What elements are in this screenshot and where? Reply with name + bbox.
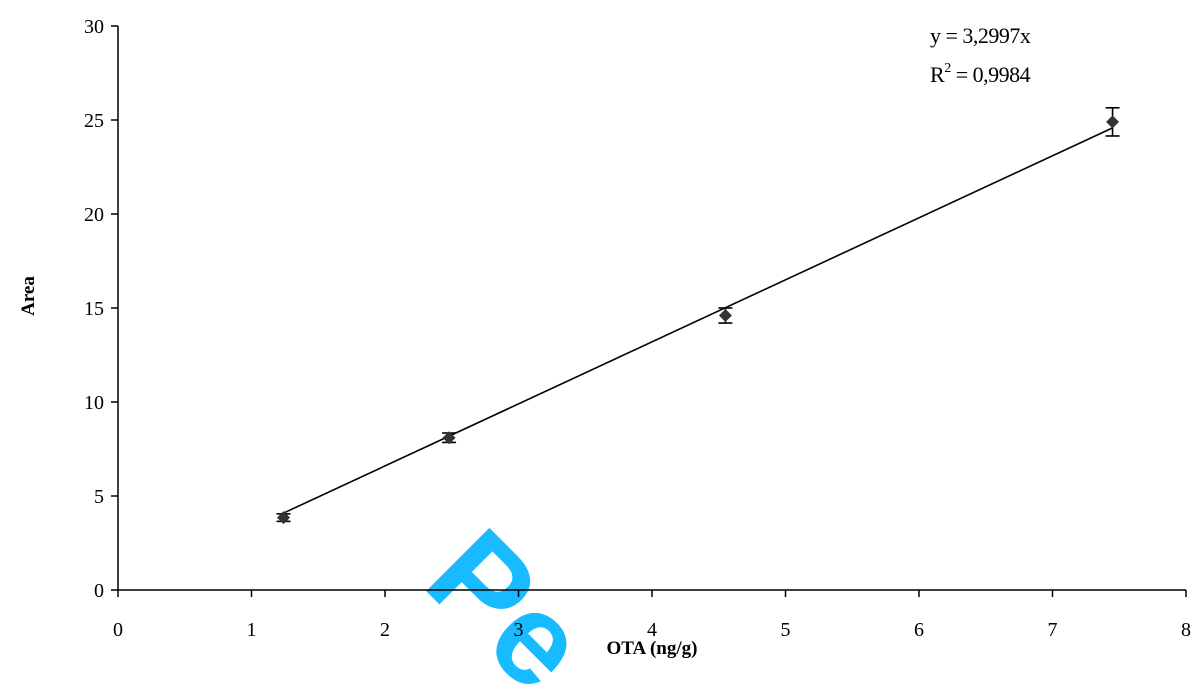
r2-base: R (930, 62, 945, 87)
x-ticks: 0 1 2 3 4 5 6 7 8 (113, 590, 1191, 641)
equation-label: y = 3,2997x (930, 23, 1031, 48)
x-tick-label: 0 (113, 619, 123, 641)
x-tick-label: 6 (914, 619, 924, 641)
y-axis-title: Area (18, 276, 39, 316)
svg-text:Pe: Pe (400, 502, 616, 690)
trendline-group (283, 127, 1113, 514)
data-point (1106, 115, 1120, 129)
x-tick-label: 2 (380, 619, 390, 641)
r2-exponent: 2 (944, 61, 951, 76)
y-ticks: 0 5 10 15 20 25 30 (84, 16, 118, 602)
r2-value: = 0,9984 (951, 62, 1031, 87)
trendline (283, 127, 1113, 514)
y-tick-label: 15 (84, 298, 104, 320)
x-tick-label: 5 (781, 619, 791, 641)
watermark: Pe (400, 502, 616, 690)
y-tick-label: 30 (84, 16, 104, 38)
data-point (277, 511, 291, 525)
data-point (718, 309, 732, 323)
x-tick-label: 3 (514, 619, 524, 641)
r-squared-label: R2 = 0,9984 (930, 61, 1031, 87)
data-points (276, 106, 1120, 525)
x-tick-label: 8 (1181, 619, 1191, 641)
data-point-group (1105, 106, 1120, 137)
y-tick-label: 5 (94, 486, 104, 508)
x-tick-label: 4 (647, 619, 657, 641)
y-tick-label: 25 (84, 110, 104, 132)
y-tick-label: 20 (84, 204, 104, 226)
axes (117, 26, 1186, 591)
y-tick-label: 10 (84, 392, 104, 414)
data-point-group (442, 431, 457, 445)
data-point-group (718, 307, 733, 324)
x-tick-label: 1 (247, 619, 257, 641)
data-point (442, 431, 456, 445)
x-axis-title: OTA (ng/g) (607, 638, 698, 659)
y-tick-label: 0 (94, 580, 104, 602)
x-tick-label: 7 (1048, 619, 1058, 641)
data-point-group (276, 511, 291, 525)
